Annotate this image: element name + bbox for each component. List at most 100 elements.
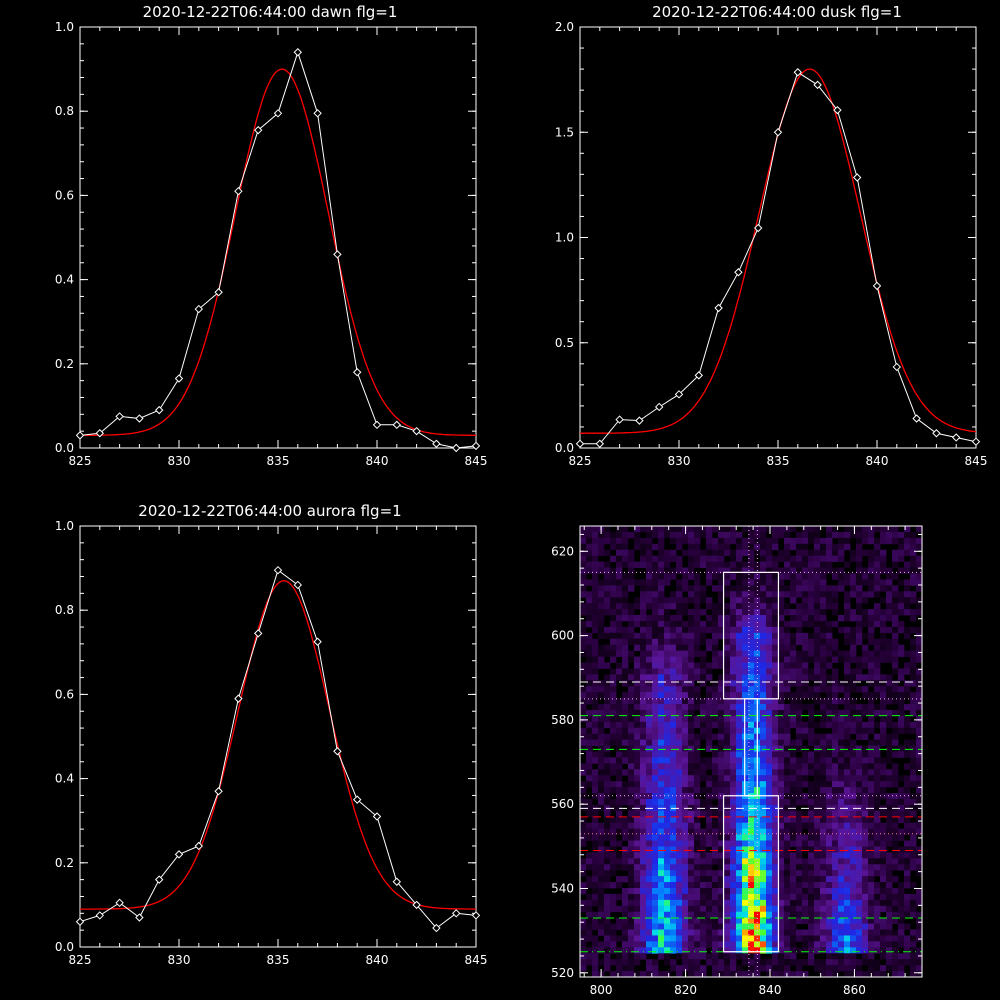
heatmap-cell <box>658 727 665 735</box>
heatmap-cell <box>628 929 635 936</box>
heatmap-cell <box>904 579 911 586</box>
heatmap-cell <box>700 941 707 948</box>
heatmap-cell <box>706 662 713 669</box>
heatmap-cell <box>688 698 695 705</box>
heatmap-cell <box>724 650 731 657</box>
heatmap-cell <box>736 763 743 770</box>
heatmap-cell <box>796 852 803 859</box>
heatmap-cell <box>790 923 797 930</box>
heatmap-cell <box>856 935 863 942</box>
heatmap-cell <box>694 626 701 634</box>
heatmap-cell <box>904 704 911 711</box>
heatmap-cell <box>880 781 887 788</box>
heatmap-cell <box>910 769 917 776</box>
heatmap-cell <box>892 656 899 663</box>
heatmap-cell <box>802 935 809 942</box>
heatmap-cell <box>622 638 629 646</box>
heatmap-cell <box>664 793 671 800</box>
heatmap-cell <box>688 709 695 717</box>
heatmap-cell <box>694 781 701 788</box>
heatmap-cell <box>640 526 647 533</box>
heatmap-cell <box>796 650 803 657</box>
heatmap-cell <box>826 929 833 936</box>
heatmap-cell <box>628 793 635 800</box>
heatmap-cell <box>622 709 629 717</box>
heatmap-cell <box>646 816 653 824</box>
heatmap-cell <box>676 965 683 972</box>
heatmap-cell <box>784 864 791 871</box>
heatmap-cell <box>724 603 731 610</box>
aurora-y-tick-label: 0.4 <box>55 772 74 786</box>
heatmap-cell <box>856 852 863 859</box>
heatmap-cell <box>898 965 905 972</box>
heatmap-cell <box>808 935 815 942</box>
heatmap-cell <box>772 775 779 782</box>
heatmap-cell <box>814 656 821 663</box>
heatmap-cell <box>784 876 791 883</box>
heatmap-cell <box>700 798 707 806</box>
heatmap-cell <box>634 745 641 752</box>
heatmap-cell <box>814 549 821 557</box>
heatmap-cell <box>772 882 779 889</box>
heatmap-cell <box>850 632 857 640</box>
heatmap-cell <box>790 615 797 622</box>
heatmap-cell <box>712 769 719 776</box>
heatmap-cell <box>904 597 911 604</box>
heatmap-cell <box>766 644 773 652</box>
heatmap-cell <box>868 763 875 770</box>
heatmap-cell <box>772 935 779 942</box>
heatmap-cell <box>592 549 599 557</box>
heatmap-cell <box>820 887 827 895</box>
heatmap-cell <box>628 917 635 924</box>
heatmap-cell <box>808 704 815 711</box>
heatmap-cell <box>820 674 827 681</box>
heatmap-cell <box>916 715 923 723</box>
heatmap-cell <box>706 727 713 735</box>
heatmap-cell <box>634 810 641 818</box>
heatmap-cell <box>700 721 707 729</box>
heatmap-cell <box>832 751 839 758</box>
heatmap-cell <box>622 917 629 924</box>
heatmap-cell <box>760 775 767 782</box>
heatmap-cell <box>658 846 665 853</box>
aurora-x-tick-label: 840 <box>366 953 389 967</box>
heatmap-cell <box>760 632 767 640</box>
dawn-data-point <box>75 431 85 440</box>
heatmap-cell <box>814 531 821 539</box>
heatmap-cell <box>664 650 671 657</box>
heatmap-cell <box>868 620 875 628</box>
heatmap-cell <box>688 893 695 901</box>
heatmap-cell <box>586 609 593 616</box>
heatmap-cell <box>808 787 815 794</box>
heatmap-cell <box>790 840 797 847</box>
heatmap-cell <box>712 965 719 972</box>
heatmap-cell <box>838 763 845 770</box>
heatmap-cell <box>604 567 611 574</box>
heatmap-cell <box>664 870 671 877</box>
heatmap-cell <box>892 781 899 788</box>
heatmap-cell <box>730 834 737 841</box>
heatmap-cell <box>622 721 629 729</box>
heatmap-cell <box>760 650 767 657</box>
heatmap-cell <box>808 656 815 663</box>
heatmap-cell <box>886 597 893 604</box>
heatmap-cell <box>790 798 797 806</box>
heatmap-cell <box>784 555 791 562</box>
heatmap-cell <box>676 828 683 835</box>
heatmap-cell <box>736 721 743 729</box>
heatmap-cell <box>634 698 641 705</box>
heatmap-cell <box>592 793 599 800</box>
heatmap-cell <box>820 537 827 545</box>
heatmap-cell <box>868 591 875 598</box>
heatmap-cell <box>634 561 641 568</box>
heatmap-cell <box>916 858 923 865</box>
heatmap-cell <box>766 603 773 610</box>
heatmap-cell <box>694 757 701 764</box>
heatmap-cell <box>652 715 659 723</box>
heatmap-cell <box>646 769 653 776</box>
heatmap-cell <box>850 798 857 806</box>
heatmap-cell <box>682 858 689 865</box>
heatmap-cell <box>580 603 587 610</box>
heatmap-cell <box>712 615 719 622</box>
heatmap-cell <box>820 721 827 729</box>
